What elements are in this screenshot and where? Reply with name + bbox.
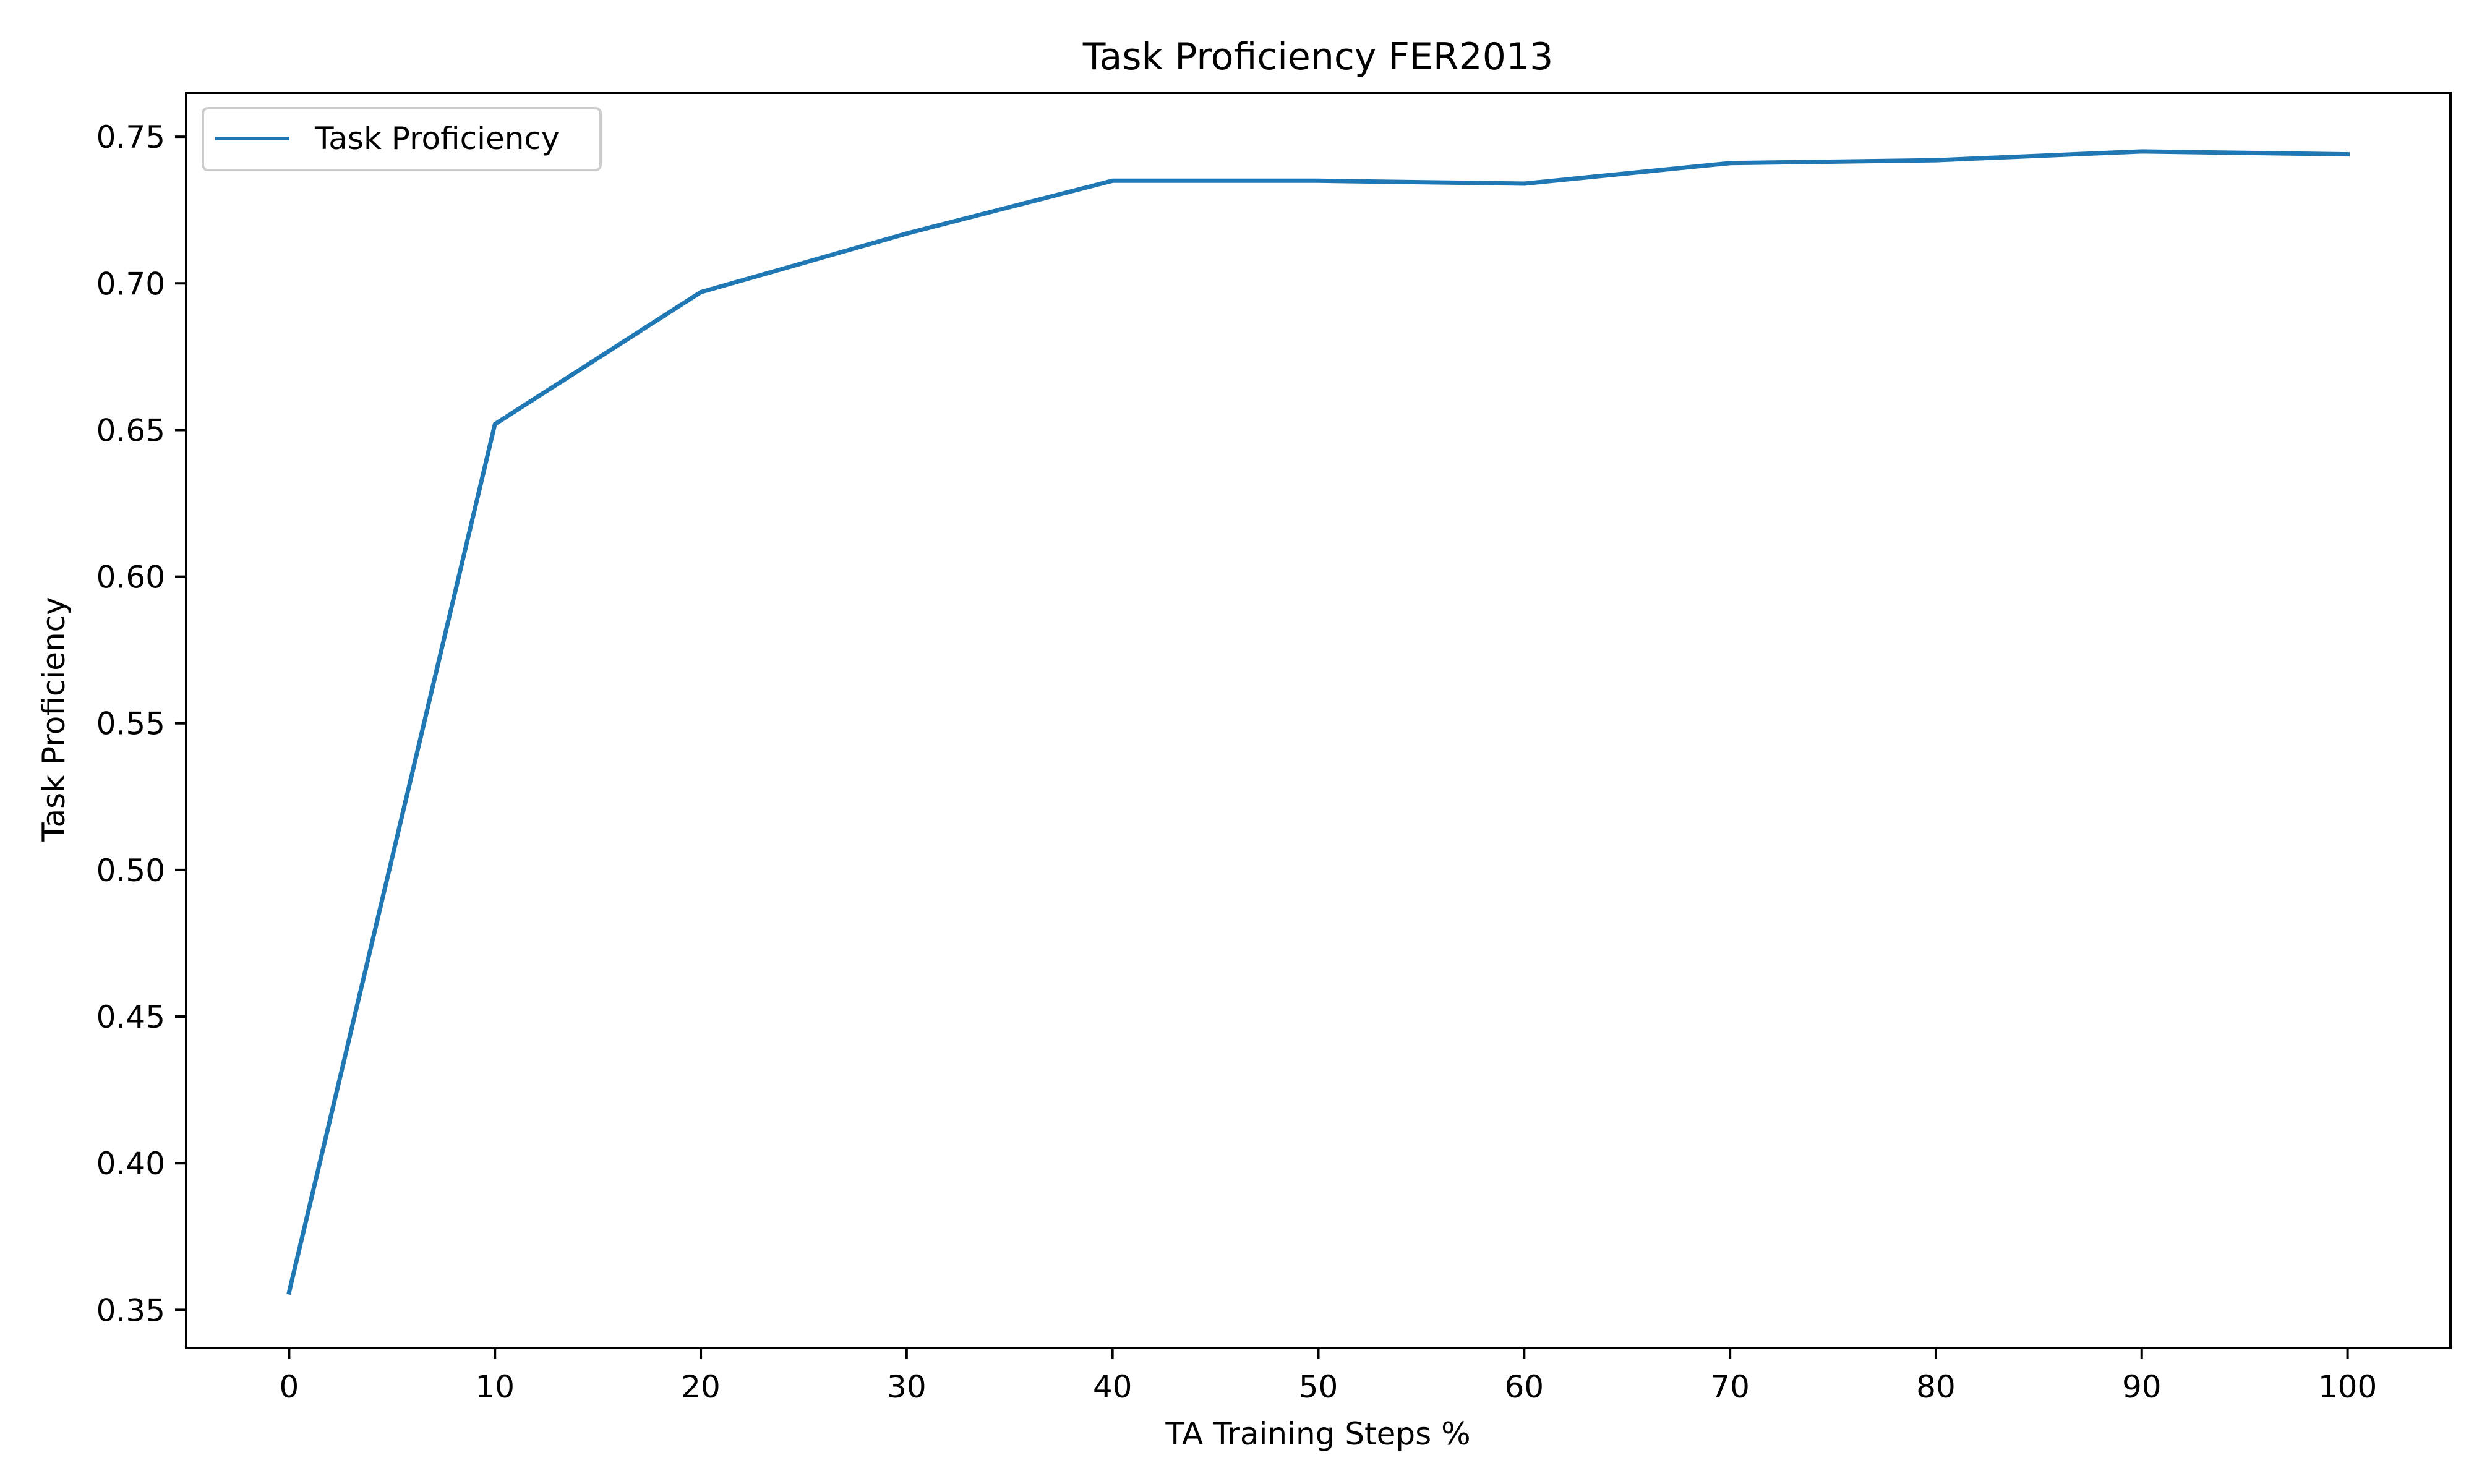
plot-area: 0 10 20 30 40 50 60 70 80 90 100 0.35 0.40 0.45 0.50 0.…: [96, 92, 2452, 1405]
x-tick-label: 50: [1299, 1369, 1338, 1405]
legend-frame: [202, 107, 602, 171]
y-tick-label: 0.40: [96, 1146, 165, 1182]
x-tick-label: 20: [681, 1369, 721, 1405]
y-axis-label: Task Proficiency: [36, 597, 72, 842]
x-tick-label: 70: [1710, 1369, 1750, 1405]
y-tick-label: 0.45: [96, 999, 165, 1035]
y-tick-label: 0.55: [96, 706, 165, 742]
y-tick-label: 0.70: [96, 266, 165, 302]
axes-frame: [185, 92, 2452, 1349]
x-tick-label: 10: [475, 1369, 515, 1405]
y-tick-label: 0.65: [96, 412, 165, 448]
x-tick-label: 60: [1505, 1369, 1544, 1405]
x-tick-label: 30: [887, 1369, 927, 1405]
legend-label: Task Proficiency: [314, 121, 560, 156]
legend: Task Proficiency: [202, 107, 602, 171]
x-tick-label: 0: [280, 1369, 299, 1405]
x-axis-label: TA Training Steps %: [1165, 1416, 1470, 1452]
chart-title: Task Proficiency FER2013: [1082, 35, 1554, 79]
x-tick-label: 80: [1916, 1369, 1956, 1405]
series-line: [286, 149, 2350, 1295]
y-tick-label: 0.60: [96, 560, 165, 595]
x-tick-label: 40: [1093, 1369, 1132, 1405]
y-tick-label: 0.75: [96, 119, 165, 155]
x-tick-label: 90: [2122, 1369, 2162, 1405]
y-tick-label: 0.50: [96, 853, 165, 889]
y-tick-label: 0.35: [96, 1292, 165, 1328]
x-tick-label: 100: [2318, 1369, 2377, 1405]
